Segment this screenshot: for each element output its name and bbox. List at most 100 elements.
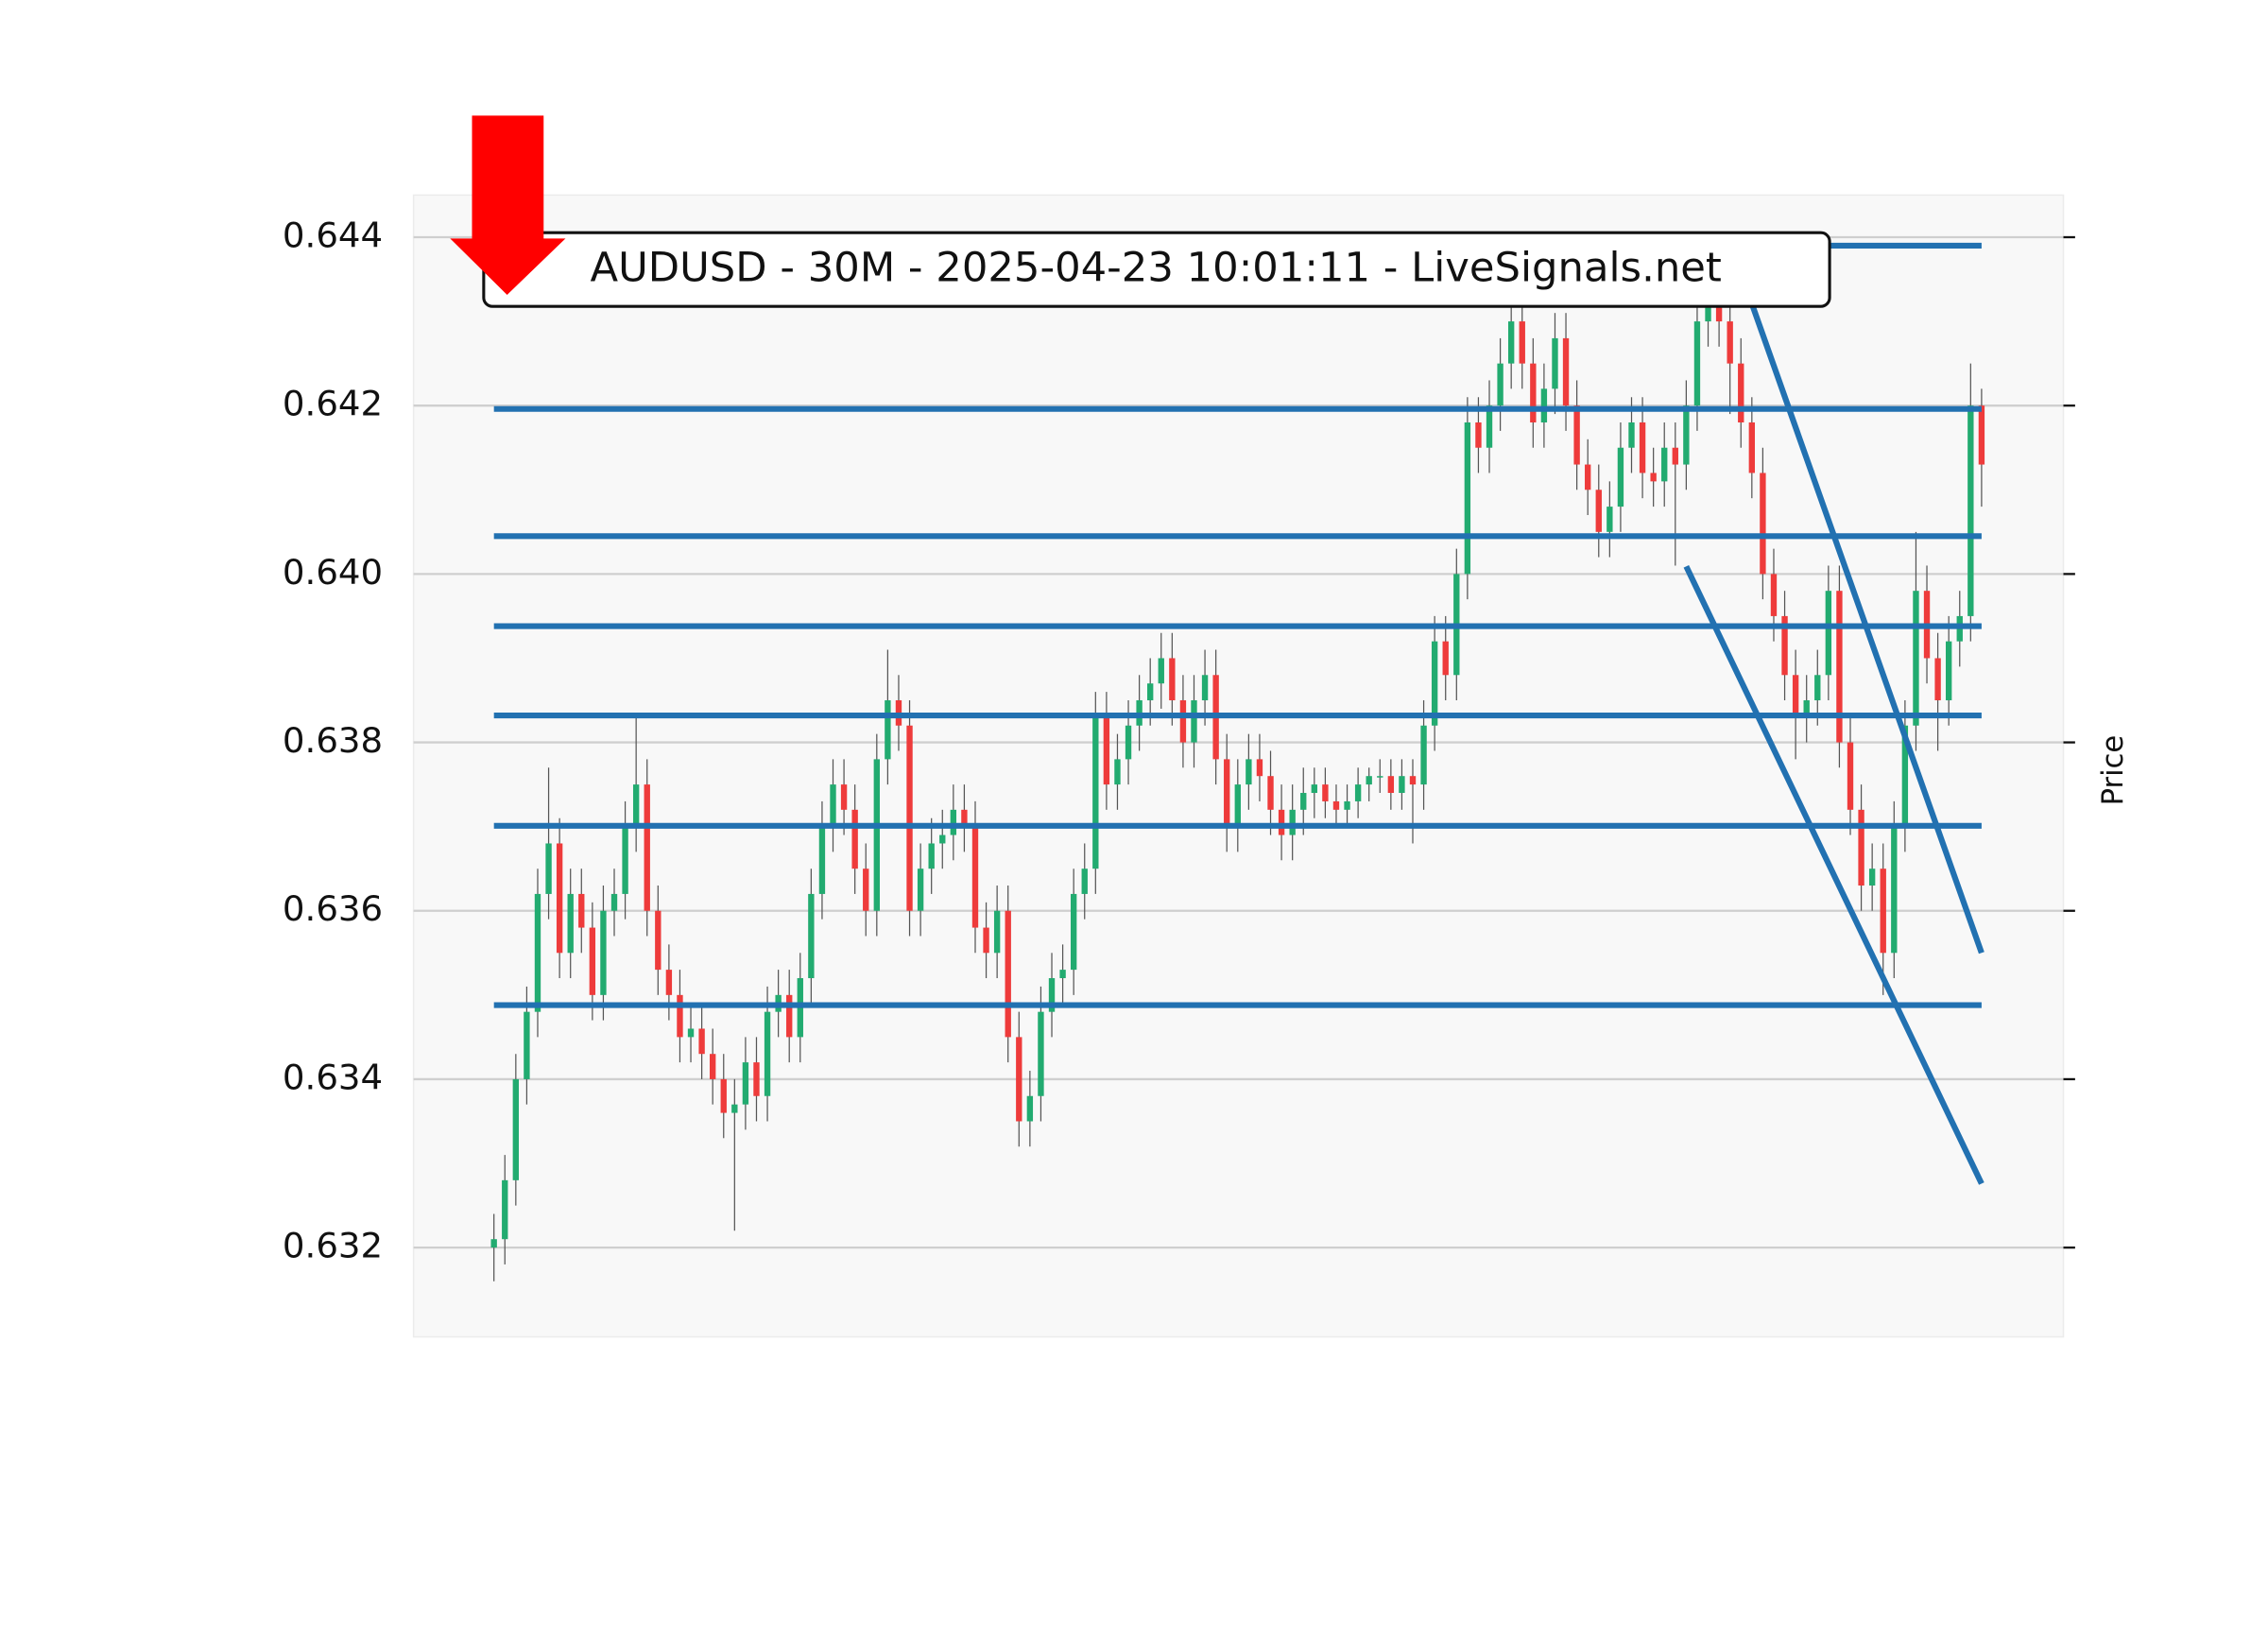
candle-body [840, 784, 848, 810]
candle-body [1431, 641, 1438, 726]
candle-body [1300, 793, 1307, 810]
candle-body [1191, 700, 1197, 743]
candle-body [1661, 447, 1668, 482]
level-line [1683, 565, 1984, 1185]
candle-body [1727, 321, 1733, 364]
candle-body [1858, 809, 1864, 886]
candle-body [1005, 910, 1011, 1038]
candle-body [1967, 405, 1974, 616]
candle-body [1070, 893, 1077, 971]
y-tick-label: 0.644 [283, 215, 383, 256]
candle-body [1770, 574, 1778, 616]
candle-body [1738, 363, 1744, 423]
candle-body [1147, 683, 1154, 701]
plot-area [412, 194, 2065, 1338]
candle-body [1289, 809, 1296, 835]
candle-body [1573, 405, 1580, 465]
candle-body [600, 910, 607, 995]
candle-body [1158, 658, 1164, 684]
candle-body [764, 1011, 771, 1096]
candle-body [556, 843, 563, 954]
candle-body [524, 1011, 530, 1079]
candle-body [808, 893, 815, 979]
candle-body [720, 1078, 727, 1113]
candle-body [1650, 473, 1657, 482]
candle-body [1868, 869, 1876, 886]
candle-body [1530, 363, 1537, 423]
candle-body [906, 725, 913, 911]
candle-body [1552, 337, 1558, 389]
candle-body [742, 1062, 749, 1105]
candle-body [1026, 1095, 1034, 1122]
candle-body [1639, 422, 1646, 473]
candle-body [644, 784, 650, 911]
candle-body [665, 970, 673, 995]
candle-body [1311, 784, 1318, 794]
candle-body [1792, 675, 1799, 717]
candle-body [1628, 422, 1635, 448]
candle-body [939, 834, 946, 844]
y-tick-label: 0.638 [283, 720, 383, 761]
candle-body [1978, 405, 1985, 465]
candle-body [1377, 776, 1383, 778]
candle-body [1486, 405, 1493, 448]
candle-body [1103, 716, 1110, 785]
candle-body [873, 759, 880, 911]
candle-body [677, 994, 683, 1038]
candle-body [1715, 296, 1723, 322]
candle-body [1234, 784, 1241, 827]
candle-body [567, 893, 574, 954]
candle-body [578, 893, 585, 928]
candle-body [1934, 658, 1941, 701]
candle-body [698, 1028, 705, 1055]
chart-title: AUDUSD - 30M - 2025-04-23 10:01:11 - Liv… [590, 245, 1721, 292]
candle-body [1464, 422, 1471, 575]
candle-body [851, 809, 858, 869]
candle-body [950, 809, 957, 835]
candle-body [1246, 759, 1252, 785]
candle-body [1901, 725, 1909, 827]
candle-body [1606, 507, 1613, 532]
candle-body [917, 869, 924, 911]
candle-body [1825, 591, 1832, 676]
candle-body [1366, 776, 1372, 785]
candle-body [1617, 447, 1624, 507]
candle-body [502, 1179, 508, 1240]
candle-body [534, 893, 541, 1012]
y-tick-label: 0.632 [283, 1226, 383, 1266]
y-axis-label: Price [2096, 735, 2130, 806]
candle-body [863, 869, 869, 911]
candle-body [1781, 615, 1788, 676]
candle-body [1256, 759, 1263, 777]
candle-body [1760, 473, 1766, 575]
y-tick-label: 0.642 [283, 384, 383, 424]
candle-body [1059, 970, 1066, 979]
candle-body [1048, 978, 1056, 1012]
candle-body [1880, 869, 1886, 954]
candle-body [1267, 776, 1274, 810]
candle-body [1562, 337, 1570, 406]
candle-body [1585, 464, 1591, 490]
candle-body [753, 1062, 760, 1096]
candle-body [1409, 776, 1417, 785]
candle-body [1705, 296, 1711, 322]
y-tick-label: 0.640 [283, 552, 383, 593]
candle-body [971, 826, 979, 928]
candle-body [1322, 784, 1329, 801]
candle-body [610, 893, 618, 911]
candle-body [1847, 742, 1854, 810]
candle-body [1945, 641, 1952, 701]
y-tick-label: 0.636 [283, 888, 383, 929]
candle-body [1442, 641, 1449, 676]
candle-body [1595, 490, 1602, 532]
candle-body [1497, 363, 1503, 406]
candle-body [655, 910, 662, 971]
candle-body [786, 994, 793, 1038]
candle-body [710, 1054, 716, 1079]
candle-body [622, 826, 628, 894]
candle-body [1399, 776, 1405, 794]
candle-body [983, 927, 989, 954]
candle-body [1507, 321, 1515, 364]
candle-body [1748, 422, 1756, 473]
